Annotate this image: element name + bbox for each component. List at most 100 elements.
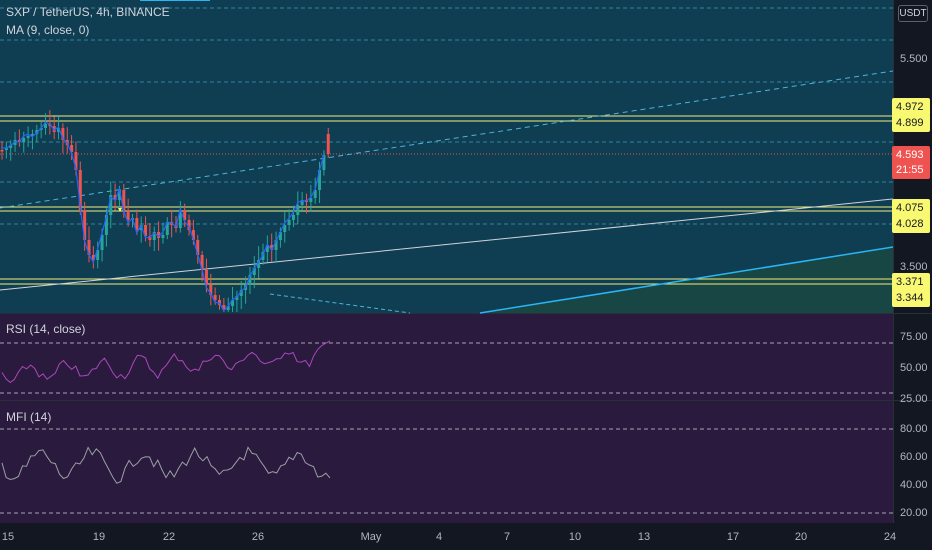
symbol-legend[interactable]: SXP / TetherUS, 4h, BINANCE — [6, 4, 170, 20]
price-line-label[interactable]: 4.028 — [892, 215, 930, 233]
mfi-tick: 60.00 — [900, 451, 928, 463]
candle-body — [165, 222, 169, 235]
candle-body — [57, 128, 61, 132]
candle-body — [274, 240, 278, 250]
candle-body — [270, 245, 274, 250]
candle-body — [200, 255, 204, 270]
candle-body — [161, 235, 165, 238]
price-tick: 3.500 — [900, 261, 928, 273]
rsi-line — [1, 340, 331, 384]
mfi-legend[interactable]: MFI (14) — [6, 410, 51, 424]
candle-body — [74, 152, 78, 170]
time-tick: 19 — [92, 531, 106, 543]
candle-body — [204, 270, 208, 285]
candle-body — [22, 138, 26, 142]
ma-label[interactable]: MA (9, close, 0) — [6, 23, 90, 37]
price-line-label[interactable]: 3.371 — [892, 273, 930, 291]
candle-body — [309, 198, 313, 202]
current-price-label: 4.593 — [892, 146, 930, 164]
mfi-pane — [0, 401, 893, 523]
triangle-marker — [118, 208, 122, 212]
candle-body — [122, 190, 126, 210]
time-tick: 24 — [883, 531, 897, 543]
price-pane — [0, 0, 893, 313]
candle-body — [291, 215, 295, 220]
candle-body — [318, 170, 322, 190]
candle-body — [213, 295, 217, 300]
candle-body — [44, 124, 47, 128]
candle-body — [91, 255, 95, 260]
candle-body — [239, 290, 243, 296]
candle-body — [183, 210, 187, 220]
bar-countdown: 21:55 — [892, 161, 930, 179]
time-tick: 13 — [637, 531, 651, 543]
candle-body — [231, 300, 235, 306]
rsi-tick: 50.00 — [900, 362, 928, 374]
candle-body — [283, 225, 287, 232]
currency-button[interactable]: USDT — [898, 5, 928, 22]
candle-body — [9, 145, 13, 148]
candle-body — [70, 145, 74, 152]
rsi-label[interactable]: RSI (14, close) — [6, 322, 86, 336]
price-line-label[interactable]: 4.899 — [892, 114, 930, 132]
price-line-label[interactable]: 4.075 — [892, 199, 930, 217]
candle-body — [252, 268, 256, 275]
candle-body — [96, 250, 100, 260]
time-tick: 15 — [1, 531, 15, 543]
mfi-tick: 80.00 — [900, 423, 928, 435]
price-line-label[interactable]: 4.972 — [892, 98, 930, 116]
time-tick: 26 — [251, 531, 265, 543]
trend-line — [0, 198, 894, 291]
candle-body — [139, 225, 143, 230]
candle-body — [152, 232, 156, 240]
candle-body — [117, 190, 121, 200]
rsi-tick: 75.00 — [900, 331, 928, 343]
time-tick: 17 — [726, 531, 740, 543]
candle-body — [265, 245, 269, 252]
mfi-tick: 20.00 — [900, 507, 928, 519]
candle-body — [313, 190, 317, 198]
candle-body — [126, 210, 130, 220]
time-tick: 20 — [794, 531, 808, 543]
ma-legend[interactable]: MA (9, close, 0) — [6, 22, 89, 38]
candle-body — [209, 285, 213, 295]
mfi-label[interactable]: MFI (14) — [6, 410, 52, 424]
candle-body — [26, 136, 30, 138]
candle-body — [278, 232, 282, 240]
candle-body — [135, 218, 139, 230]
candle-body — [87, 240, 91, 255]
time-tick: May — [360, 531, 382, 543]
mfi-tick: 40.00 — [900, 479, 928, 491]
candle-body — [296, 205, 300, 215]
candle-body — [0, 150, 4, 152]
time-tick: 7 — [503, 531, 511, 543]
candle-body — [187, 220, 191, 230]
symbol-title[interactable]: SXP / TetherUS, 4h, BINANCE — [6, 5, 170, 19]
candle-body — [78, 170, 82, 210]
trend-line — [479, 246, 894, 314]
mfi-line — [1, 446, 331, 484]
candle-body — [61, 128, 65, 140]
candle-body — [287, 220, 291, 225]
price-tick: 5.500 — [900, 53, 928, 65]
rsi-legend[interactable]: RSI (14, close) — [6, 322, 85, 336]
candle-body — [226, 306, 230, 310]
rsi-tick: 25.00 — [900, 393, 928, 405]
trend-line — [269, 293, 411, 314]
candle-body — [113, 195, 117, 200]
candle-body — [322, 155, 326, 170]
candle-body — [261, 252, 265, 260]
candle-body — [222, 305, 226, 310]
candle-body — [100, 235, 104, 250]
candle-body — [104, 215, 108, 235]
price-line-label[interactable]: 3.344 — [892, 289, 930, 307]
candle-body — [30, 134, 34, 136]
time-tick: 22 — [162, 531, 176, 543]
candle-body — [13, 140, 17, 145]
candle-body — [157, 232, 161, 238]
candle-body — [191, 230, 195, 240]
trend-line — [0, 70, 894, 209]
time-tick: 10 — [568, 531, 582, 543]
